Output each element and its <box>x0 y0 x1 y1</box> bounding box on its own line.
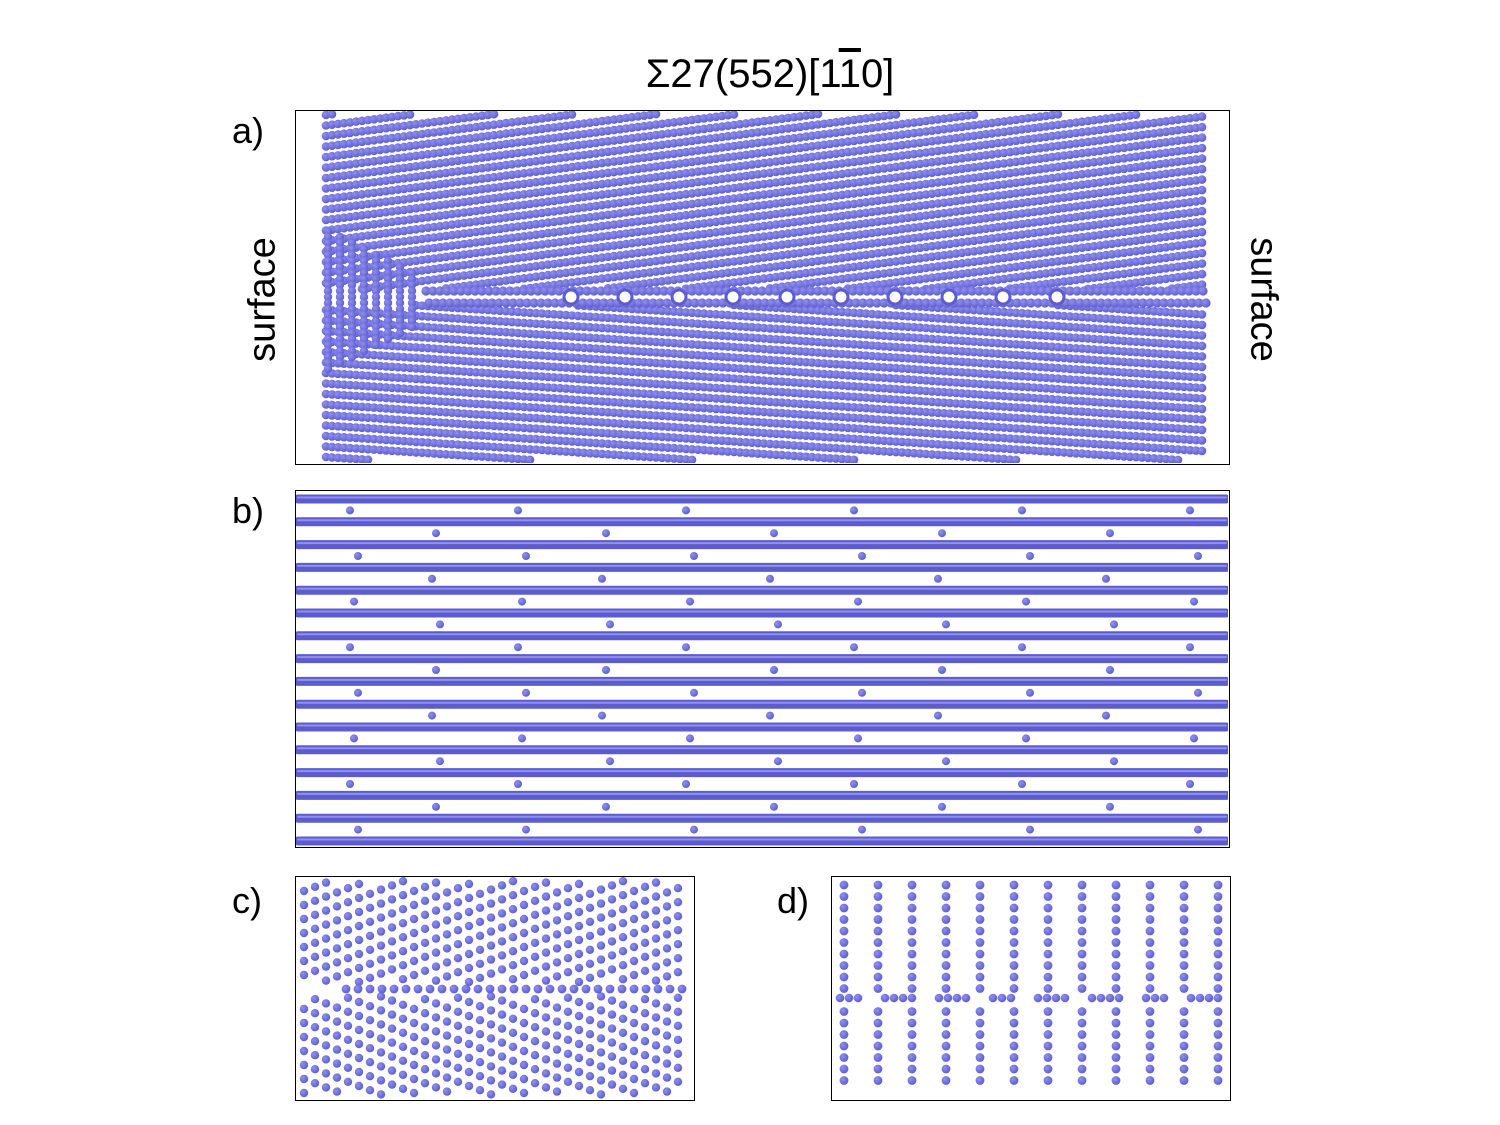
panel-d-frame <box>831 876 1231 1101</box>
figure-title: Σ27(552)[110] <box>645 52 895 96</box>
panel-d-atoms <box>835 880 1223 1085</box>
panel-a-atoms <box>321 111 1211 463</box>
side-label-right: surface <box>1242 237 1285 362</box>
panel-label-c: c) <box>232 880 262 921</box>
panel-a-frame <box>295 110 1230 465</box>
panel-c-atoms <box>299 877 687 1099</box>
panel-b-atoms <box>296 494 1228 846</box>
panel-label-b: b) <box>232 490 265 531</box>
side-label-left: surface <box>241 237 284 362</box>
panel-c-frame <box>295 876 695 1101</box>
panel-label-d: d) <box>777 880 810 921</box>
panel-label-a: a) <box>232 110 265 151</box>
panel-b-frame <box>295 490 1230 848</box>
